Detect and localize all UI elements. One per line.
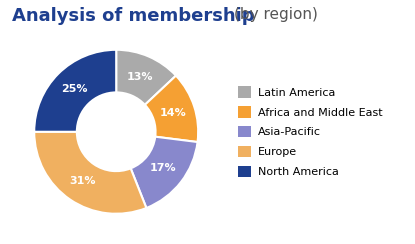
Wedge shape xyxy=(145,76,198,142)
Text: 31%: 31% xyxy=(69,176,96,186)
Text: 25%: 25% xyxy=(61,84,87,94)
Text: 13%: 13% xyxy=(127,72,153,82)
Wedge shape xyxy=(34,50,116,132)
Text: Analysis of membership: Analysis of membership xyxy=(12,7,255,25)
Circle shape xyxy=(77,92,156,171)
Wedge shape xyxy=(116,50,176,105)
Wedge shape xyxy=(34,132,146,214)
Text: (by region): (by region) xyxy=(234,7,318,22)
Legend: Latin America, Africa and Middle East, Asia-Pacific, Europe, North America: Latin America, Africa and Middle East, A… xyxy=(238,86,383,177)
Text: 14%: 14% xyxy=(160,108,186,118)
Text: 17%: 17% xyxy=(150,163,177,173)
Wedge shape xyxy=(131,137,198,208)
